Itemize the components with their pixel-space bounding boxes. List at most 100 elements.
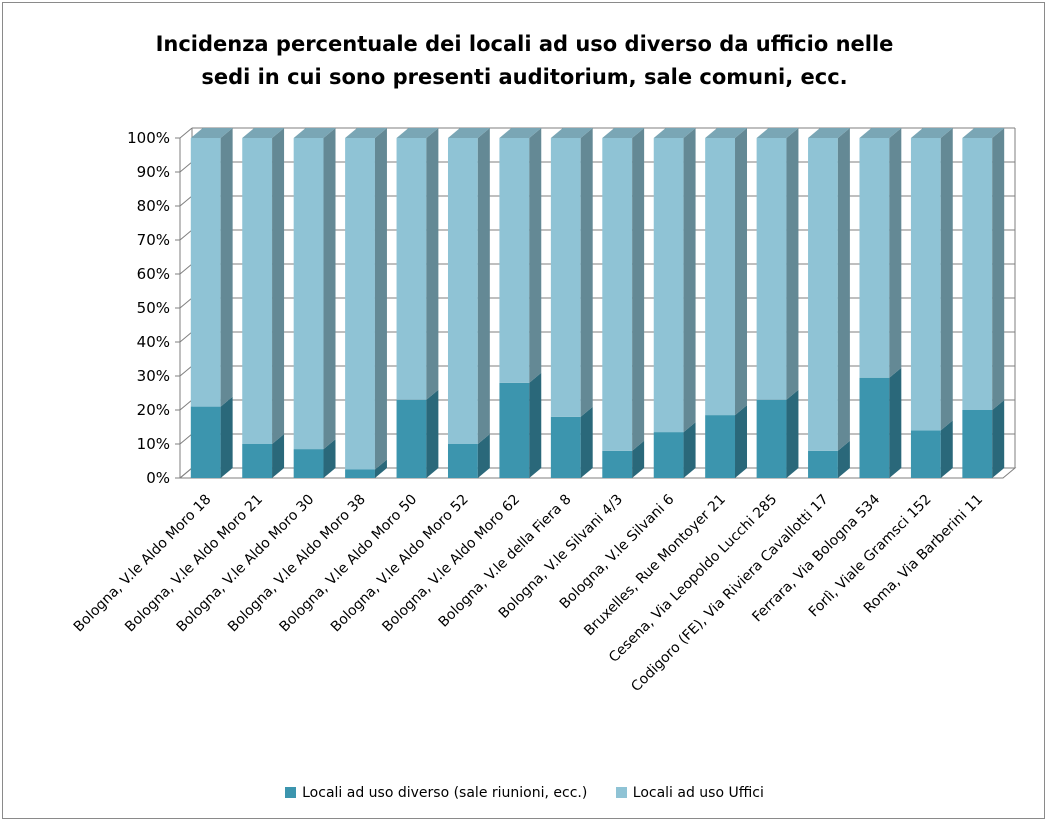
bar-diverso [345, 469, 375, 478]
y-tick-label: 40% [137, 333, 170, 351]
bar-top [910, 128, 953, 138]
bar-top [345, 128, 387, 138]
gridline-diag [179, 127, 193, 139]
bar-stack [808, 128, 850, 478]
bar-uffici [242, 138, 273, 444]
gridline-diag [179, 467, 193, 479]
bar-uffici [345, 138, 375, 470]
bar-uffici [756, 138, 787, 400]
bar-uffici [962, 138, 993, 410]
bar-top [602, 128, 645, 138]
chart-title-line-1: Incidenza percentuale dei locali ad uso … [155, 32, 894, 56]
bar-side [323, 439, 336, 478]
bar-diverso [550, 416, 581, 478]
bar-side [529, 372, 542, 478]
bar-top [396, 128, 439, 138]
bar-diverso [293, 449, 324, 478]
bar-uffici [550, 138, 581, 417]
legend-item-uffici: Locali ad uso Uffici [615, 785, 764, 801]
legend-label-uffici: Locali ad uso Uffici [632, 785, 764, 801]
bar-diverso [808, 450, 838, 478]
bar-side [529, 128, 542, 383]
bar-top [499, 128, 542, 138]
bar-side [632, 440, 645, 478]
bar-side [889, 128, 902, 378]
bar-side [374, 459, 387, 478]
bar-side [374, 128, 387, 470]
bar-stack [499, 128, 542, 478]
bar-stack [550, 128, 593, 478]
bar-diverso [602, 450, 633, 478]
bar-uffici [859, 138, 890, 378]
gridline-diag [179, 263, 193, 275]
bar-stack [859, 128, 902, 478]
bar-diverso [962, 410, 993, 478]
bar-diverso [910, 430, 941, 478]
legend-swatch-diverso [285, 787, 297, 798]
bar-uffici [447, 138, 478, 444]
bar-stack [345, 128, 387, 478]
bar-stack [705, 128, 748, 478]
y-tick-label: 50% [137, 299, 170, 317]
bar-uffici [499, 138, 530, 383]
gridline-diag [179, 161, 193, 173]
y-tick-label: 90% [137, 163, 170, 181]
bar-side [786, 389, 799, 478]
bar-side [683, 128, 696, 433]
bar-side [683, 422, 696, 478]
bar-stack [756, 128, 799, 478]
bar-uffici [910, 138, 941, 431]
bar-stack [447, 128, 490, 478]
x-tick-label: Codigoro (FE), Via Riviera Cavallotti 17 [628, 492, 832, 696]
bar-side [477, 128, 490, 444]
bar-top [190, 128, 233, 138]
y-tick-label: 70% [137, 231, 170, 249]
bar-top [705, 128, 748, 138]
bar-top [550, 128, 593, 138]
bar-side [220, 396, 233, 478]
y-tick-label: 10% [137, 435, 170, 453]
bar-side [837, 128, 850, 451]
bar-stack [190, 128, 233, 478]
y-tick-label: 60% [137, 265, 170, 283]
bar-top [447, 128, 490, 138]
y-tick-label: 100% [127, 129, 170, 147]
bar-diverso [447, 444, 478, 478]
gridline-diag [179, 365, 193, 377]
bar-top [808, 128, 850, 138]
legend: Locali ad uso diverso (sale riunioni, ec… [0, 785, 1049, 801]
bar-diverso [653, 432, 684, 478]
gridline-diag [179, 433, 193, 445]
legend-item-diverso: Locali ad uso diverso (sale riunioni, ec… [285, 785, 587, 801]
y-tick-label: 80% [137, 197, 170, 215]
bar-uffici [602, 138, 633, 451]
bar-stack [293, 128, 336, 478]
gridline-diag [179, 195, 193, 207]
bar-diverso [756, 399, 787, 478]
bars [190, 128, 1005, 478]
legend-label-diverso: Locali ad uso diverso (sale riunioni, ec… [302, 785, 588, 801]
bar-side [992, 128, 1005, 410]
chart-title: Incidenza percentuale dei locali ad uso … [0, 28, 1049, 94]
bar-side [220, 128, 233, 407]
bar-side [477, 434, 490, 478]
bar-side [889, 367, 902, 478]
bar-diverso [499, 382, 530, 478]
y-tick-label: 20% [137, 401, 170, 419]
legend-swatch-uffici [615, 787, 627, 798]
bar-stack [602, 128, 645, 478]
y-tick-label: 0% [146, 469, 170, 487]
bar-stack [653, 128, 696, 478]
bar-side [735, 128, 748, 416]
bar-side [580, 128, 593, 417]
bar-diverso [190, 406, 221, 478]
gridline-diag [179, 331, 193, 343]
bar-uffici [396, 138, 427, 400]
bar-side [837, 440, 850, 478]
chart-title-line-2: sedi in cui sono presenti auditorium, sa… [201, 65, 848, 89]
bar-top [962, 128, 1005, 138]
bar-uffici [190, 138, 221, 407]
bar-side [426, 389, 439, 478]
bar-uffici [653, 138, 684, 433]
bar-diverso [242, 444, 273, 478]
